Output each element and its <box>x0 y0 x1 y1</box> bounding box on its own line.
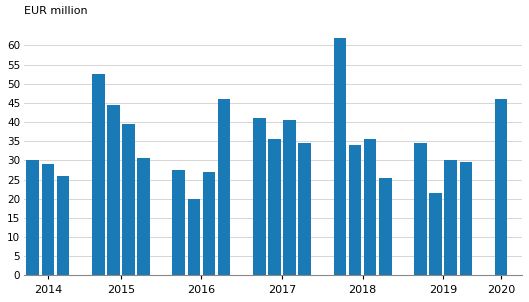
Bar <box>188 199 200 275</box>
Bar <box>334 38 346 275</box>
Bar <box>203 172 215 275</box>
Bar <box>364 139 377 275</box>
Bar <box>107 105 120 275</box>
Text: EUR million: EUR million <box>24 6 88 16</box>
Bar <box>460 162 472 275</box>
Bar <box>379 178 391 275</box>
Bar <box>137 159 150 275</box>
Bar <box>26 160 39 275</box>
Bar <box>42 164 54 275</box>
Bar <box>92 74 105 275</box>
Bar <box>298 143 311 275</box>
Bar <box>268 139 281 275</box>
Bar <box>172 170 185 275</box>
Bar <box>430 193 442 275</box>
Bar <box>284 120 296 275</box>
Bar <box>414 143 427 275</box>
Bar <box>57 176 69 275</box>
Bar <box>444 160 457 275</box>
Bar <box>349 145 361 275</box>
Bar <box>495 99 507 275</box>
Bar <box>218 99 231 275</box>
Bar <box>253 118 266 275</box>
Bar <box>122 124 135 275</box>
